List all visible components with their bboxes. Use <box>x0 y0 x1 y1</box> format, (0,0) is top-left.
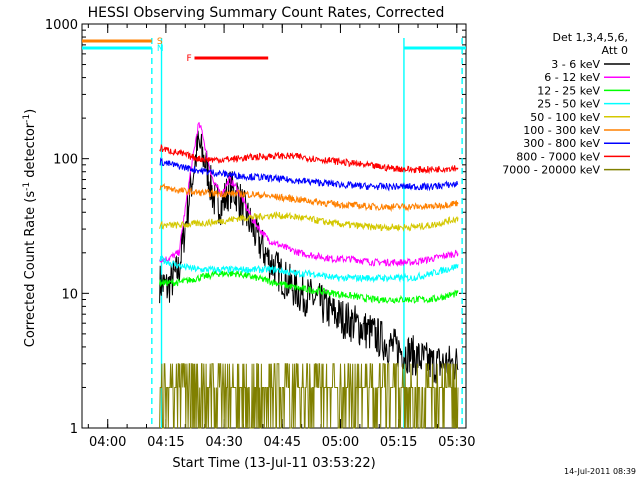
x-ticks: 04:00 04:15 04:30 04:45 05:00 05:15 05:30 <box>87 24 476 450</box>
series-lines <box>159 122 459 429</box>
plot-area: 1 10 100 1000 04:00 04:15 04:30 04:45 05:00 05:15… <box>45 18 476 450</box>
legend-label: 50 - 100 keV <box>530 111 600 124</box>
x-axis-label: Start Time (13-Jul-11 03:53:22) <box>172 456 375 471</box>
y-axis-label: Corrected Count Rate (s-1 detector-1) <box>22 109 38 347</box>
chart-title: HESSI Observing Summary Count Rates, Cor… <box>88 5 445 21</box>
legend-label: 12 - 25 keV <box>537 84 600 97</box>
flag-bars: SN F <box>82 37 466 64</box>
x-tick-label: 04:30 <box>205 435 242 450</box>
series-line <box>159 270 459 304</box>
x-tick-label: 04:45 <box>264 435 301 450</box>
x-tick-label: 04:15 <box>147 435 184 450</box>
legend-header-line1: Det 1,3,4,5,6, <box>552 31 628 44</box>
series-line <box>159 363 459 429</box>
y-axis-label-sup1: -1 <box>22 182 32 191</box>
y-tick-label: 1 <box>70 422 78 437</box>
legend-label: 7000 - 20000 keV <box>502 164 600 177</box>
series-line <box>159 182 459 213</box>
series-line <box>159 130 459 384</box>
legend-label: 6 - 12 keV <box>544 71 600 84</box>
plot-frame <box>81 23 467 429</box>
x-tick-label: 04:00 <box>89 435 126 450</box>
footer-timestamp: 14-Jul-2011 08:39 <box>564 467 636 476</box>
x-tick-label: 05:00 <box>322 435 359 450</box>
legend-label: 3 - 6 keV <box>551 58 600 71</box>
series-line <box>159 255 459 284</box>
series-line <box>159 210 459 232</box>
y-tick-label: 1000 <box>45 18 78 33</box>
y-axis-label-main: Corrected Count Rate (s <box>23 191 38 348</box>
flag-label: F <box>186 54 191 64</box>
x-tick-label: 05:15 <box>380 435 417 450</box>
series-line <box>159 122 459 268</box>
y-tick-label: 100 <box>53 153 78 168</box>
series-line <box>159 143 459 175</box>
legend-label: 800 - 7000 keV <box>516 150 600 163</box>
y-axis-label-sup2: -1 <box>22 114 32 123</box>
legend-label: 100 - 300 keV <box>523 124 600 137</box>
series-line <box>159 157 459 192</box>
flag-label: N <box>157 44 164 54</box>
y-axis-label-end: ) <box>23 109 38 114</box>
y-tick-label: 10 <box>61 287 78 302</box>
legend-label: 25 - 50 keV <box>537 98 600 111</box>
y-axis-label-mid: detector <box>23 122 38 182</box>
flag-label: S <box>157 37 163 47</box>
legend-header-line2: Att 0 <box>602 44 628 57</box>
x-tick-label: 05:30 <box>438 435 475 450</box>
legend-label: 300 - 800 keV <box>523 137 600 150</box>
